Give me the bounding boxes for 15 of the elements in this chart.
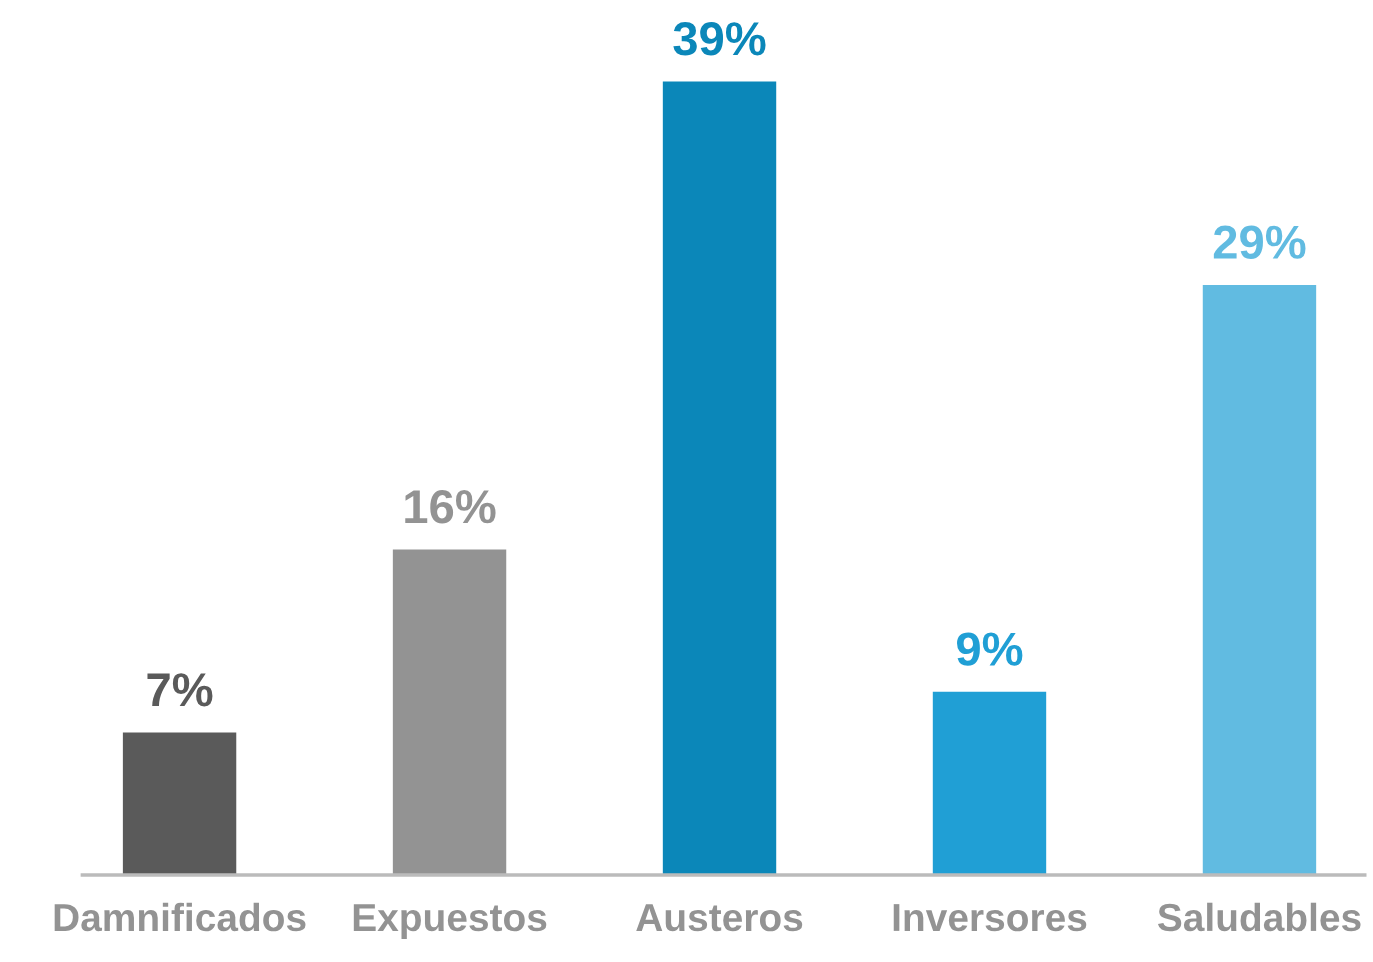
x-tick-label: Damnificados: [54, 902, 306, 932]
x-tick-label: Austeros: [636, 904, 803, 932]
x-tick-label: Saludables: [1157, 902, 1361, 932]
bar: [662, 81, 777, 875]
x-tick-label: Inversores: [893, 904, 1087, 932]
x-tick-label: Expuestos: [353, 904, 547, 939]
data-label: 16%: [405, 489, 496, 524]
bar: [392, 549, 507, 875]
bar: [122, 732, 237, 875]
data-label: 9%: [957, 632, 1023, 666]
bar: [1202, 284, 1317, 875]
data-label: 39%: [673, 22, 766, 56]
bar: [932, 691, 1047, 875]
data-label: 7%: [147, 673, 213, 707]
data-label: 29%: [1213, 225, 1306, 259]
